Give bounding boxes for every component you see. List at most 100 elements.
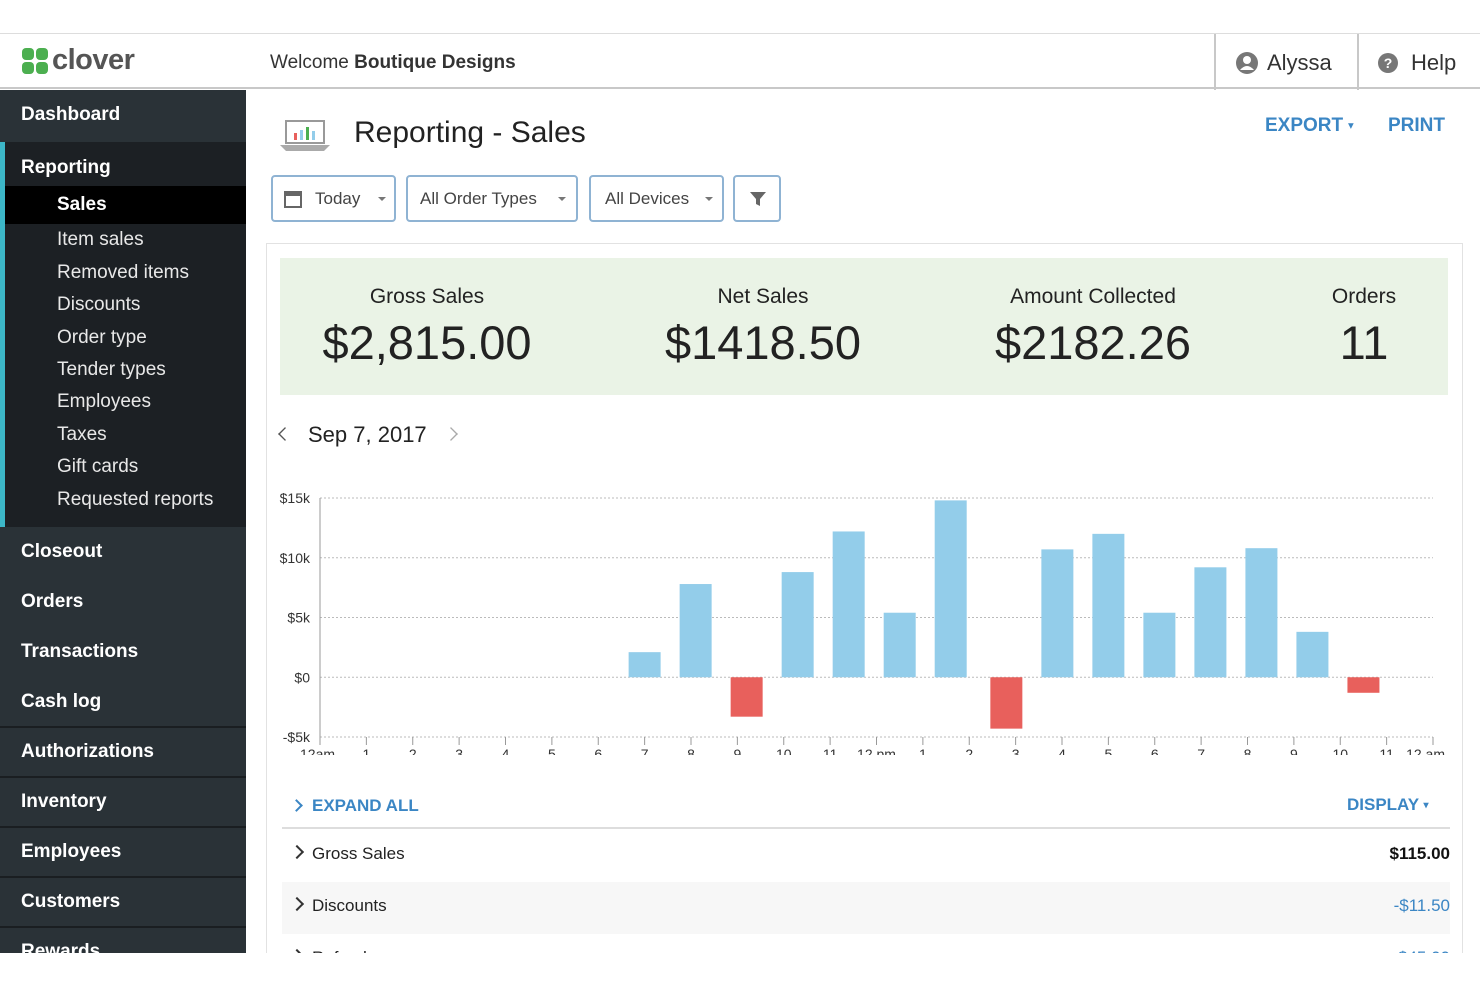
bar — [781, 572, 814, 678]
bar — [934, 500, 967, 678]
sidebar-item[interactable]: Dashboard — [0, 90, 246, 140]
bar — [1143, 612, 1176, 678]
sidebar-item[interactable]: Authorizations — [21, 741, 154, 762]
bar — [730, 677, 763, 717]
sidebar-item[interactable]: Customers — [21, 891, 121, 912]
row-label: Gross Sales — [312, 844, 405, 863]
caret — [705, 197, 713, 201]
bar — [1296, 631, 1329, 678]
print-button[interactable]: PRINT — [1388, 115, 1445, 136]
summary-value: $1418.50 — [664, 316, 862, 369]
x-tick-label: 4 — [502, 746, 510, 755]
logo: clover — [52, 44, 135, 76]
display-button[interactable]: DISPLAY ▾ — [1347, 795, 1429, 814]
sidebar-subitem[interactable]: Removed items — [57, 261, 189, 283]
user-menu[interactable]: Alyssa — [1267, 50, 1332, 75]
sidebar-subitem[interactable]: Gift cards — [57, 456, 139, 478]
summary-label: Net Sales — [717, 285, 809, 308]
x-tick-label: 5 — [1104, 746, 1112, 755]
x-tick-label: 8 — [1244, 746, 1252, 755]
summary-value: 11 — [1339, 316, 1389, 369]
summary-value: $2,815.00 — [322, 316, 532, 369]
chart: -$5k$0$5k$10k$15k12amSep 712345678910111… — [280, 490, 1445, 755]
sidebar-subitem[interactable]: Taxes — [57, 423, 107, 445]
sidebar-subitem[interactable]: Requested reports — [57, 488, 214, 510]
row-chevron — [289, 844, 305, 860]
x-tick-label: 11 — [823, 746, 838, 755]
bar — [1194, 567, 1227, 678]
y-tick-label: -$5k — [283, 729, 311, 745]
x-tick-label: 1 — [919, 746, 927, 755]
detail-row[interactable]: Discounts -$11.50 — [282, 882, 1450, 934]
x-tick-label: 9 — [733, 746, 741, 755]
x-tick-label: 2 — [409, 746, 417, 755]
device-filter[interactable]: All Devices — [589, 175, 724, 222]
report-icon — [280, 120, 330, 151]
x-tick-label: 10 — [776, 746, 792, 755]
sidebar-divider — [0, 926, 246, 928]
date-filter[interactable]: Today — [271, 175, 396, 222]
filter-button[interactable] — [733, 175, 781, 222]
sidebar-divider — [0, 776, 246, 778]
y-tick-label: $10k — [280, 550, 311, 566]
page-title: Reporting - Sales — [354, 116, 586, 149]
divider — [1214, 34, 1216, 90]
caret — [378, 197, 386, 201]
caret — [558, 197, 566, 201]
sidebar-item[interactable]: Rewards — [21, 941, 101, 953]
x-tick-label: 8 — [687, 746, 695, 755]
x-tick-label: 4 — [1058, 746, 1066, 755]
sidebar-subitem[interactable]: Order type — [57, 326, 147, 348]
chart-date: Sep 7, 2017 — [308, 422, 427, 447]
sidebar-subitem[interactable]: Discounts — [57, 294, 141, 316]
bar — [1092, 533, 1125, 678]
export-button[interactable]: EXPORT ▾ — [1265, 115, 1354, 136]
sidebar-item[interactable]: Cash log — [21, 691, 102, 712]
sidebar-divider — [0, 876, 246, 878]
sidebar-item[interactable]: Inventory — [21, 791, 107, 812]
divider — [1357, 34, 1359, 90]
sidebar-item[interactable]: Closeout — [21, 541, 103, 562]
bar — [883, 612, 916, 678]
filter-label: All Devices — [605, 189, 690, 208]
row-chevron — [289, 948, 305, 953]
sidebar-item[interactable]: Transactions — [21, 641, 139, 662]
x-tick-label: 7 — [641, 746, 649, 755]
filter-icon — [750, 192, 766, 206]
sidebar: Dashboard Reporting Sales Item sales Removed… — [0, 90, 246, 953]
svg-text:?: ? — [1384, 55, 1393, 71]
logo-icon — [22, 48, 48, 74]
sidebar-item[interactable]: Orders — [21, 591, 84, 612]
x-tick-label: 12 am — [1406, 746, 1445, 755]
x-tick-label: 6 — [1151, 746, 1159, 755]
sidebar-item[interactable]: Employees — [21, 841, 122, 862]
x-tick-label: 10 — [1332, 746, 1348, 755]
report-card — [266, 243, 1463, 953]
bar — [1347, 677, 1380, 693]
detail-row[interactable]: Gross Sales $115.00 — [282, 830, 1450, 882]
display-label: DISPLAY — [1347, 795, 1419, 814]
sidebar-subitem[interactable]: Item sales — [57, 229, 144, 251]
sidebar-subitem[interactable]: Employees — [57, 391, 151, 413]
row-value: $115.00 — [1389, 844, 1450, 863]
help-link[interactable]: Help — [1411, 50, 1457, 75]
x-tick-label: 6 — [594, 746, 602, 755]
x-tick-label: 11 — [1379, 746, 1394, 755]
sidebar-subitem[interactable]: Tender types — [57, 359, 166, 380]
summary-panel — [280, 258, 1448, 395]
detail-row[interactable]: Refunds -$45.00 — [282, 934, 1450, 953]
sidebar-section[interactable]: Reporting — [21, 157, 111, 178]
header: clover Welcome Boutique Designs Alyssa ?… — [0, 33, 1480, 90]
order-type-filter[interactable]: All Order Types — [406, 175, 578, 222]
x-tick-label: 7 — [1197, 746, 1205, 755]
row-label: Discounts — [312, 896, 387, 915]
row-value: -$45.00 — [1392, 948, 1450, 953]
x-tick-label: 5 — [548, 746, 556, 755]
sidebar-subitem[interactable]: Sales — [5, 186, 246, 224]
sidebar-divider — [0, 826, 246, 828]
x-tick-label: 12am — [300, 746, 335, 755]
bar — [1245, 548, 1278, 678]
expand-all[interactable]: EXPAND ALL — [312, 796, 419, 815]
row-value: -$11.50 — [1393, 896, 1450, 915]
